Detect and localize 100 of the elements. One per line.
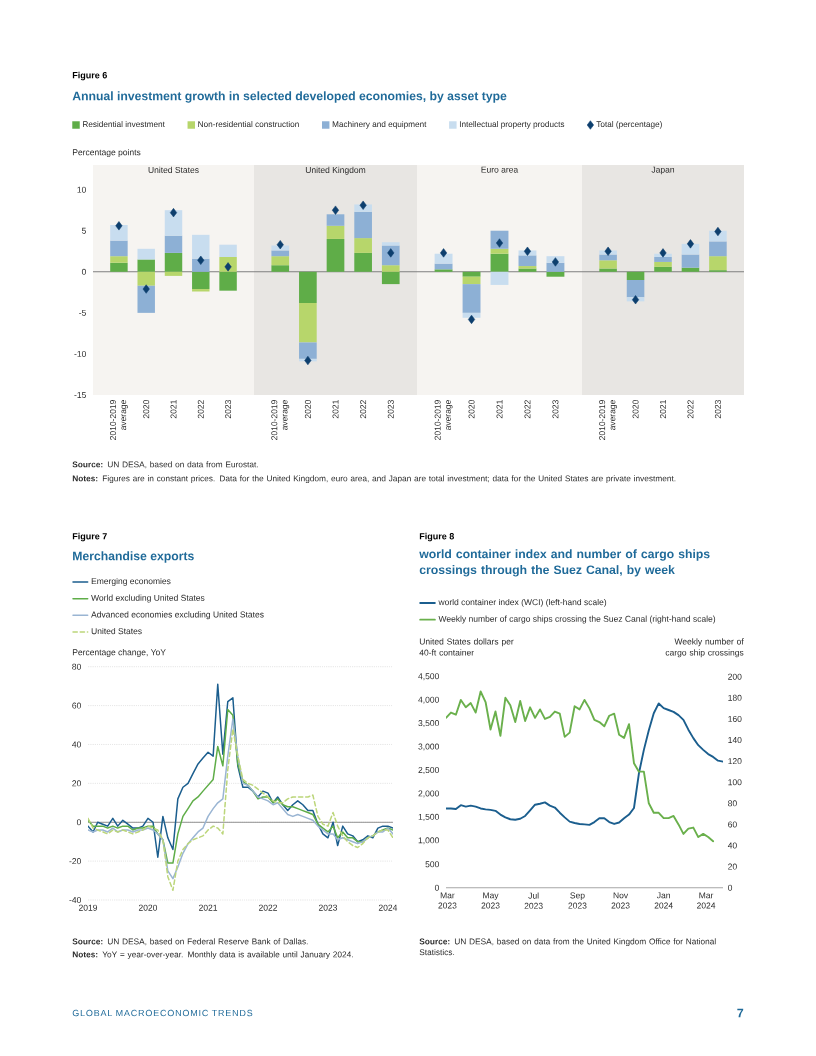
x-tick-label: 2021	[170, 400, 177, 419]
y-tick-label: 0	[81, 268, 86, 275]
chart-subtitle: United States	[148, 166, 199, 173]
bar	[462, 276, 481, 285]
text: 7	[737, 1008, 744, 1018]
x-tick-label: 2023	[714, 400, 721, 419]
x-tick-label: 2021	[496, 400, 503, 419]
legend-label: Total (percentage)	[596, 121, 662, 129]
caption: Figure 6	[72, 71, 107, 81]
y-tick-label: 4,000	[418, 696, 439, 704]
bar	[137, 248, 155, 260]
bar	[462, 284, 481, 313]
x-tick-label: 2023	[225, 400, 232, 419]
x-tick-label: 2010-2019 average	[271, 400, 290, 440]
x-tick-label: 2010-2019 average	[434, 400, 453, 440]
x-tick-label: 2022	[360, 400, 367, 419]
x-tick-label: 2022	[687, 400, 694, 419]
x-tick-label: 2010-2019 average	[599, 400, 618, 440]
bar	[299, 303, 317, 343]
x-tick-label: Jul 2023	[524, 892, 543, 909]
point	[115, 221, 123, 231]
chart-subtitle: Japan	[651, 166, 675, 175]
x-tick-label: 2019	[78, 904, 98, 911]
y-tick-label: -15	[74, 392, 86, 398]
bar	[326, 225, 345, 239]
chart-subtitle: Euro area	[481, 166, 519, 173]
bar	[354, 252, 372, 272]
x-tick-label: 2021	[659, 400, 667, 419]
bar	[681, 254, 700, 268]
x-tick-label: Sep 2023	[568, 892, 587, 909]
x-tick-label: 2023	[318, 904, 338, 911]
bar	[654, 257, 672, 262]
bar	[381, 242, 400, 246]
bar	[137, 285, 155, 313]
y2-tick-label: 140	[728, 737, 742, 744]
point	[170, 208, 177, 218]
x-tick-label: 2020	[468, 400, 475, 419]
x-tick-label: 2024	[378, 904, 398, 911]
bar	[271, 256, 290, 266]
x-tick-label: 2020	[304, 400, 311, 419]
bar	[192, 289, 210, 292]
bar	[219, 271, 237, 291]
bar	[164, 271, 183, 276]
y2-tick-label: 120	[728, 758, 742, 765]
x-tick-label: 2020	[143, 400, 150, 419]
bar	[326, 238, 345, 272]
text: Annual investment growth in selected developed economies, by asset type	[72, 91, 507, 103]
y2-tick-label: 20	[728, 863, 737, 870]
y-tick-label: 10	[77, 186, 86, 193]
bar	[490, 248, 509, 254]
bar	[271, 265, 290, 272]
y2-axis-title: Weekly number of cargo ship crossings	[665, 638, 744, 658]
chart-title: world container index and number of cargo ships crossings through the Suez Canal, by week	[419, 549, 710, 577]
line-series	[446, 702, 724, 826]
bar	[599, 260, 617, 269]
x-tick-label: Mar 2024	[697, 892, 716, 909]
point	[440, 248, 448, 258]
caption: Figure 8	[419, 532, 454, 542]
x-tick-label: 2020	[138, 904, 158, 911]
y-tick-label: 0	[434, 884, 439, 891]
x-tick-label: 2023	[552, 400, 559, 419]
bar	[434, 269, 453, 272]
text: GLOBAL MACROECONOMIC TRENDS	[72, 1009, 253, 1017]
y2-tick-label: 160	[728, 715, 742, 722]
x-tick-label: 2022	[524, 400, 531, 419]
x-tick-label: 2022	[197, 400, 204, 419]
y-tick-label: 1,500	[418, 813, 439, 821]
y-tick-label: 4,500	[418, 673, 439, 681]
bar	[164, 252, 183, 272]
x-tick-label: Jan 2024	[654, 892, 673, 909]
point	[551, 257, 559, 267]
x-tick-label: 2021	[332, 400, 339, 419]
y2-tick-label: 100	[728, 779, 742, 786]
text: Notes: YoY = year-over-year. Monthly data is available until January 2024.	[72, 951, 353, 960]
point	[632, 295, 640, 305]
y-tick-label: -5	[79, 309, 86, 316]
bar	[709, 241, 727, 257]
legend-label: world container index (WCI) (left-hand scale)	[438, 598, 607, 607]
y-tick-label: 40	[72, 741, 81, 748]
bar	[271, 250, 290, 257]
legend-label: Intellectual property products	[459, 121, 565, 129]
line-series	[446, 690, 715, 843]
legend-label: Emerging economies	[91, 577, 171, 586]
point	[276, 240, 284, 250]
legend-label: Machinery and equipment	[332, 121, 427, 129]
bar	[709, 256, 727, 271]
bar	[490, 253, 509, 272]
y-tick-label: 5	[81, 227, 86, 234]
y-tick-label: 2,500	[418, 766, 439, 774]
bar	[518, 255, 537, 267]
bar	[546, 262, 565, 272]
y-tick-label: 500	[425, 861, 439, 868]
y2-tick-label: 40	[727, 842, 737, 849]
bar	[326, 214, 345, 226]
x-tick-label: 2021	[199, 904, 218, 911]
bar	[546, 271, 565, 277]
y-axis-title: Percentage points	[72, 149, 141, 157]
y-tick-label: 60	[72, 702, 81, 709]
bar	[164, 235, 183, 253]
bar	[626, 280, 645, 298]
